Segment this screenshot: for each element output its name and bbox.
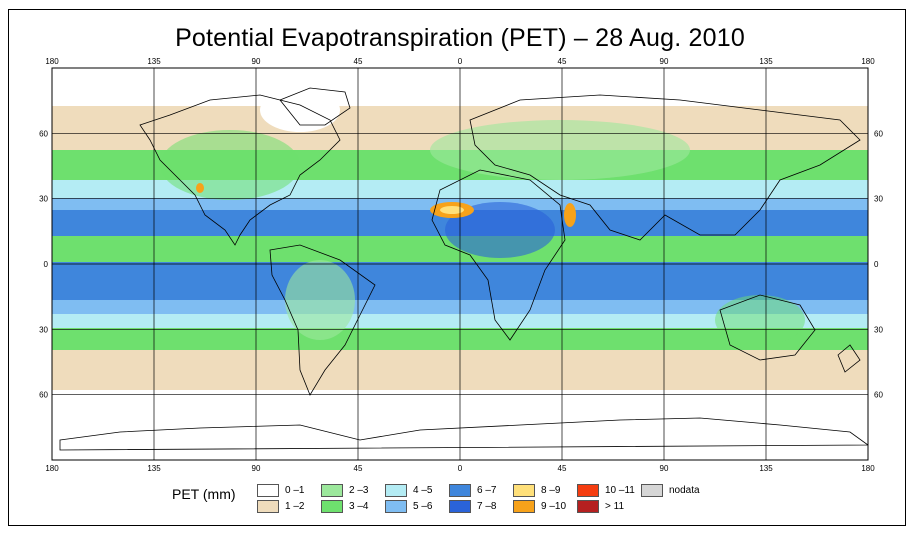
lon-tick-label-top: 90 <box>252 57 261 66</box>
legend-label: 0 –1 <box>285 485 305 496</box>
lat-tick-label-left: 0 <box>44 260 49 269</box>
legend-item: 9 –10 <box>513 500 566 514</box>
lon-tick-label-top: 135 <box>759 57 773 66</box>
lon-tick-label-bottom: 45 <box>558 464 567 473</box>
sahara-hotspot-core <box>440 206 464 214</box>
legend-item: 8 –9 <box>513 484 560 498</box>
lon-tick-label-top: 90 <box>660 57 669 66</box>
legend-label: 3 –4 <box>349 501 369 512</box>
lon-tick-label-bottom: 0 <box>458 464 463 473</box>
legend-label: 2 –3 <box>349 485 369 496</box>
legend-label: nodata <box>669 485 700 496</box>
lat-tick-label-right: 60 <box>874 129 883 138</box>
lon-tick-label-bottom: 45 <box>354 464 363 473</box>
lon-tick-label-top: 180 <box>861 57 875 66</box>
legend-swatch <box>321 500 343 513</box>
legend-swatch <box>513 500 535 513</box>
legend-label: 4 –5 <box>413 485 433 496</box>
south-america-outline <box>269 244 376 396</box>
lon-tick-label-top: 45 <box>354 57 363 66</box>
lon-tick-label-top: 0 <box>458 57 463 66</box>
legend-item: 3 –4 <box>321 500 368 514</box>
africa-outline <box>431 169 566 341</box>
lat-tick-label-right: 0 <box>874 260 879 269</box>
lon-tick-label-bottom: 135 <box>147 464 161 473</box>
lat-tick-label-left: 30 <box>39 325 48 334</box>
lon-tick-label-bottom: 180 <box>45 464 59 473</box>
lon-tick-label-top: 135 <box>147 57 161 66</box>
north-america-outline <box>139 94 341 246</box>
legend-label: 6 –7 <box>477 485 497 496</box>
eurasia-outline <box>469 94 861 241</box>
legend-swatch <box>577 484 599 497</box>
lon-tick-label-bottom: 135 <box>759 464 773 473</box>
australia-outline <box>719 294 816 361</box>
sahara-tint <box>445 202 555 258</box>
lat-tick-label-right: 30 <box>874 325 883 334</box>
legend-item: nodata <box>641 484 700 498</box>
legend-item: 0 –1 <box>257 484 304 498</box>
lon-tick-label-top: 180 <box>45 57 59 66</box>
new-zealand-outline <box>837 344 861 373</box>
legend-swatch <box>385 484 407 497</box>
legend-swatch <box>257 500 279 513</box>
legend-label: > 11 <box>605 501 624 512</box>
legend-label: 7 –8 <box>477 501 497 512</box>
legend-label: 8 –9 <box>541 485 561 496</box>
lon-tick-label-bottom: 90 <box>660 464 669 473</box>
legend-item: 1 –2 <box>257 500 304 514</box>
legend-item: 2 –3 <box>321 484 368 498</box>
lat-tick-label-right: 60 <box>874 391 883 400</box>
lat-tick-label-left: 30 <box>39 195 48 204</box>
map-title: Potential Evapotranspiration (PET) – 28 … <box>175 24 745 52</box>
legend-swatch <box>449 500 471 513</box>
legend-swatch <box>449 484 471 497</box>
greenland-ice <box>260 88 340 132</box>
legend-swatch <box>257 484 279 497</box>
legend-item: > 11 <box>577 500 624 514</box>
graticule <box>52 68 868 460</box>
legend-swatch <box>321 484 343 497</box>
coastlines <box>59 87 868 451</box>
legend-swatch <box>577 500 599 513</box>
australia-tint <box>715 295 805 345</box>
legend-swatch <box>641 484 663 497</box>
eurasia-tint <box>430 120 690 180</box>
lat-tick-label-left: 60 <box>39 129 48 138</box>
greenland-outline <box>279 87 351 126</box>
lat-tick-label-left: 60 <box>39 391 48 400</box>
lat-tick-label-right: 30 <box>874 195 883 204</box>
legend-item: 4 –5 <box>385 484 432 498</box>
axis-ticks: 180 180 135 135 90 90 45 45 0 0 45 45 90 90 135 135 180 1… <box>39 57 883 473</box>
map-border <box>51 67 869 461</box>
legend-label: 10 –11 <box>605 485 635 496</box>
north-america-tint <box>160 130 300 200</box>
lon-tick-label-bottom: 90 <box>252 464 261 473</box>
legend-item: 10 –11 <box>577 484 635 498</box>
legend-label: 5 –6 <box>413 501 433 512</box>
lon-tick-label-bottom: 180 <box>861 464 875 473</box>
legend-item: 7 –8 <box>449 500 496 514</box>
legend-swatch <box>385 500 407 513</box>
legend-title: PET (mm) <box>172 486 236 502</box>
lon-tick-label-top: 45 <box>558 57 567 66</box>
legend-swatch <box>513 484 535 497</box>
antarctica-outline <box>59 417 868 451</box>
legend-item: 6 –7 <box>449 484 496 498</box>
legend-item: 5 –6 <box>385 500 432 514</box>
legend-label: 9 –10 <box>541 501 567 512</box>
mexico-hotspot <box>196 183 204 193</box>
south-america-tint <box>285 260 355 340</box>
legend-label: 1 –2 <box>285 501 305 512</box>
arabia-hotspot <box>564 203 576 227</box>
